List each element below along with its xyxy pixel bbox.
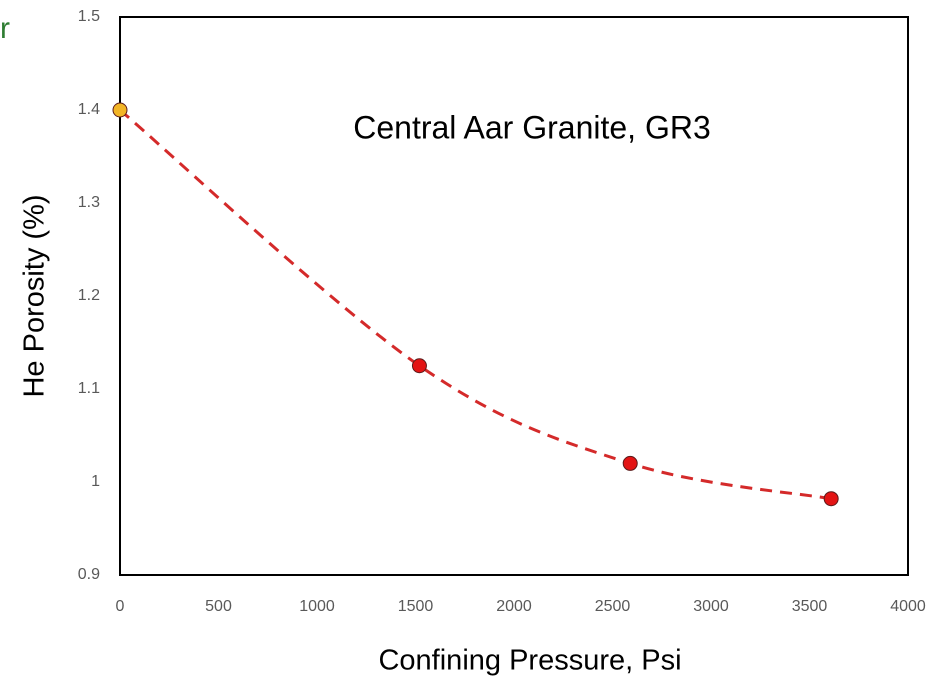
y-tick-label: 1.2 [78,287,100,304]
x-tick-label: 3000 [693,598,729,615]
y-tick-label: 1.5 [78,8,100,25]
trend-line [119,108,832,501]
y-tick-label: 0.9 [78,566,100,583]
x-tick-label: 3500 [792,598,828,615]
chart-annotation: Central Aar Granite, GR3 [353,109,710,145]
data-point [622,455,638,471]
data-point [112,102,128,118]
x-tick-label: 0 [116,598,125,615]
y-tick-label: 1 [91,473,100,490]
x-tick-label: 4000 [890,598,926,615]
y-tick-label: 1.3 [78,194,100,211]
plot-frame [119,16,909,576]
x-axis-label: Confining Pressure, Psi [378,645,681,677]
x-tick-label: 500 [205,598,232,615]
corner-text: r [0,12,10,45]
y-tick-label: 1.1 [78,380,100,397]
data-point [823,491,839,507]
data-point [411,358,427,374]
x-tick-label: 1000 [299,598,335,615]
x-tick-label: 1500 [398,598,434,615]
y-tick-label: 1.4 [78,101,100,118]
y-axis-label: He Porosity (%) [19,194,51,397]
x-tick-label: 2500 [595,598,631,615]
x-tick-label: 2000 [496,598,532,615]
